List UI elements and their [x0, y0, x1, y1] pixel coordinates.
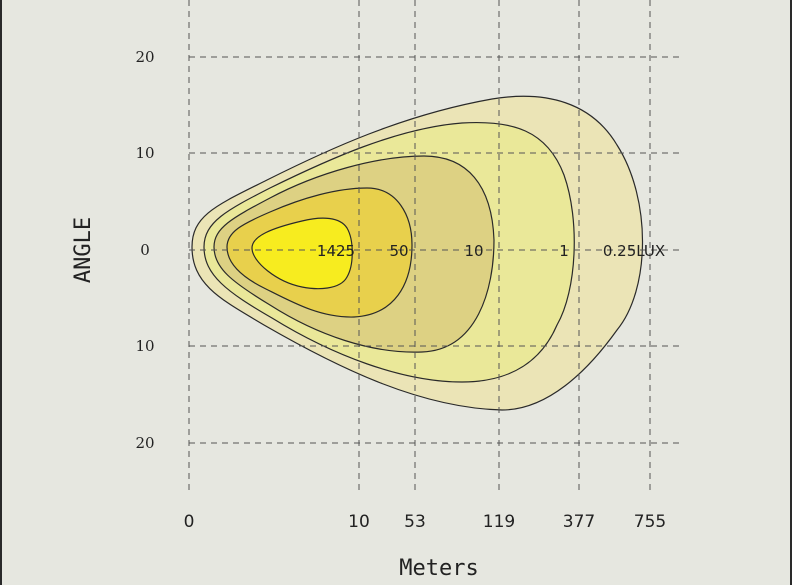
contour-group	[191, 95, 644, 411]
x-tick-label: 10	[348, 512, 370, 532]
y-tick-label: 20	[135, 48, 154, 66]
lux-label: 10	[464, 242, 483, 260]
lux-label: 1425	[317, 242, 355, 260]
y-tick-label: 10	[135, 144, 154, 162]
y-axis-label: ANGLE	[71, 217, 96, 283]
x-tick-label: 53	[404, 512, 426, 532]
x-axis-label: Meters	[399, 556, 478, 581]
contour-1425	[251, 217, 353, 290]
x-tick-label: 755	[634, 512, 666, 532]
lux-label: 50	[389, 242, 408, 260]
grid	[188, 0, 680, 490]
y-tick-label: 0	[140, 241, 150, 259]
x-tick-label: 377	[563, 512, 595, 532]
lux-label: 1	[559, 242, 569, 260]
lux-labels: 1425 50 10 1 0.25LUX	[317, 242, 665, 260]
x-ticks: 0 10 53 119 377 755	[184, 512, 667, 532]
x-tick-label: 0	[184, 512, 195, 532]
lux-label: 0.25LUX	[603, 242, 665, 260]
y-tick-label: 20	[135, 434, 154, 452]
x-tick-label: 119	[483, 512, 515, 532]
y-tick-label: 10	[135, 337, 154, 355]
y-ticks: 20 10 0 10 20	[135, 48, 154, 452]
